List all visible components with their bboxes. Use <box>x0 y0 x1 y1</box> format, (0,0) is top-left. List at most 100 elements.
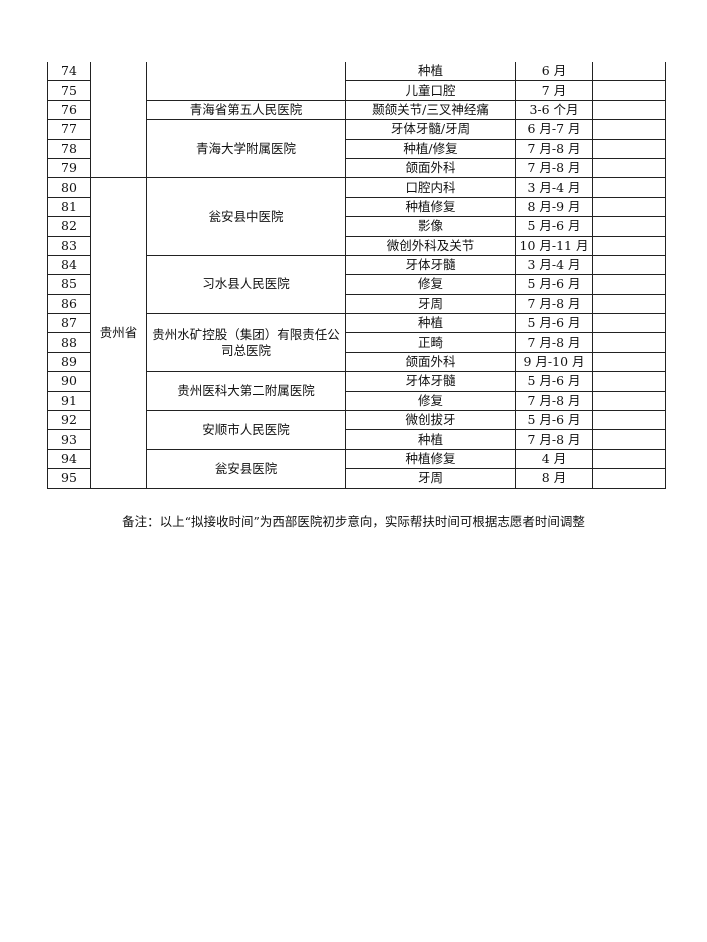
table-row: 89 颌面外科 9 月-10 月 <box>47 351 666 373</box>
time-cell: 7 月-8 月 <box>515 293 593 315</box>
time-cell: 4 月 <box>515 448 593 470</box>
empty-cell <box>592 196 666 218</box>
empty-cell <box>592 62 666 82</box>
empty-cell <box>592 254 666 276</box>
table-row: 81 种植修复 8 月-9 月 <box>47 196 666 218</box>
department-cell: 影像 <box>345 216 516 237</box>
footnote: 备注：以上“拟接收时间”为西部医院初步意向，实际帮扶时间可根据志愿者时间调整 <box>122 514 585 529</box>
empty-cell <box>592 332 666 353</box>
table-row: 94 瓮安县医院 种植修复 4 月 <box>47 448 666 489</box>
time-cell: 5 月-6 月 <box>515 313 593 334</box>
time-cell: 7 月-8 月 <box>515 157 593 179</box>
empty-cell <box>592 138 666 159</box>
table-row: 88 正畸 7 月-8 月 <box>47 332 666 353</box>
hospital-cell: 青海大学附属医院 <box>146 119 346 179</box>
department-cell: 种植 <box>345 429 516 450</box>
table-row: 78 种植/修复 7 月-8 月 <box>47 138 666 159</box>
row-number: 90 <box>47 371 91 392</box>
table-row: 95 牙周 8 月 <box>47 468 666 489</box>
time-cell: 7 月-8 月 <box>515 138 593 159</box>
empty-cell <box>592 429 666 450</box>
table-row: 92 安顺市人民医院 微创拔牙 5 月-6 月 <box>47 410 666 450</box>
table-row: 90 贵州医科大第二附属医院 牙体牙髓 5 月-6 月 <box>47 371 666 412</box>
time-cell: 9 月-10 月 <box>515 351 593 373</box>
time-cell: 7 月-8 月 <box>515 390 593 412</box>
time-cell: 3 月-4 月 <box>515 177 593 198</box>
row-number: 84 <box>47 254 91 276</box>
time-cell: 5 月-6 月 <box>515 371 593 392</box>
empty-cell <box>592 119 666 140</box>
row-number: 82 <box>47 216 91 237</box>
empty-cell <box>592 390 666 412</box>
empty-cell <box>592 235 666 256</box>
department-cell: 颌面外科 <box>345 351 516 373</box>
time-cell: 7 月-8 月 <box>515 429 593 450</box>
row-number: 74 <box>47 62 91 82</box>
department-cell: 修复 <box>345 274 516 295</box>
department-cell: 微创外科及关节 <box>345 235 516 256</box>
department-cell: 牙体牙髓 <box>345 254 516 276</box>
row-number: 80 <box>47 177 91 198</box>
empty-cell <box>592 274 666 295</box>
department-cell: 种植修复 <box>345 196 516 218</box>
empty-cell <box>592 80 666 101</box>
table-row: 79 颌面外科 7 月-8 月 <box>47 157 666 179</box>
row-number: 89 <box>47 351 91 373</box>
department-cell: 牙周 <box>345 293 516 315</box>
province-cell: 贵州省 <box>90 177 147 489</box>
row-number: 78 <box>47 138 91 159</box>
row-number: 87 <box>47 313 91 334</box>
row-number: 81 <box>47 196 91 218</box>
row-number: 77 <box>47 119 91 140</box>
row-number: 92 <box>47 410 91 431</box>
department-cell: 种植/修复 <box>345 138 516 159</box>
time-cell: 5 月-6 月 <box>515 216 593 237</box>
hospital-cell: 青海省第五人民医院 <box>146 99 346 121</box>
time-cell: 5 月-6 月 <box>515 410 593 431</box>
department-cell: 颞颌关节/三叉神经痛 <box>345 99 516 121</box>
empty-cell <box>592 410 666 431</box>
province-cell <box>90 62 147 179</box>
table-row: 82 影像 5 月-6 月 <box>47 216 666 237</box>
table-row: 91 修复 7 月-8 月 <box>47 390 666 412</box>
department-cell: 儿童口腔 <box>345 80 516 101</box>
department-cell: 颌面外科 <box>345 157 516 179</box>
empty-cell <box>592 177 666 198</box>
hospital-cell <box>146 62 346 101</box>
time-cell: 5 月-6 月 <box>515 274 593 295</box>
department-cell: 牙周 <box>345 468 516 489</box>
row-number: 95 <box>47 468 91 489</box>
department-cell: 牙体牙髓/牙周 <box>345 119 516 140</box>
row-number: 79 <box>47 157 91 179</box>
empty-cell <box>592 371 666 392</box>
department-cell: 口腔内科 <box>345 177 516 198</box>
empty-cell <box>592 313 666 334</box>
department-cell: 微创拔牙 <box>345 410 516 431</box>
department-cell: 种植修复 <box>345 448 516 470</box>
department-cell: 种植 <box>345 313 516 334</box>
time-cell: 8 月-9 月 <box>515 196 593 218</box>
time-cell: 8 月 <box>515 468 593 489</box>
empty-cell <box>592 293 666 315</box>
hospital-cell: 习水县人民医院 <box>146 254 346 315</box>
time-cell: 3 月-4 月 <box>515 254 593 276</box>
hospital-cell: 安顺市人民医院 <box>146 410 346 450</box>
row-number: 94 <box>47 448 91 470</box>
row-number: 91 <box>47 390 91 412</box>
department-cell: 种植 <box>345 62 516 82</box>
empty-cell <box>592 157 666 179</box>
empty-cell <box>592 351 666 373</box>
hospital-cell: 贵州水矿控股（集团）有限责任公司总医院 <box>146 313 346 373</box>
department-cell: 牙体牙髓 <box>345 371 516 392</box>
department-cell: 修复 <box>345 390 516 412</box>
empty-cell <box>592 448 666 470</box>
time-cell: 10 月-11 月 <box>515 235 593 256</box>
hospital-table: 74 种植 6 月 75 儿童口腔 7 月 76 青海省第五人民医院 颞颌关节/三叉神经痛 3-6… <box>47 62 666 489</box>
time-cell: 7 月 <box>515 80 593 101</box>
table-row: 80 贵州省 瓮安县中医院 口腔内科 3 月-4 月 <box>47 177 666 489</box>
empty-cell <box>592 468 666 489</box>
row-number: 86 <box>47 293 91 315</box>
table-row: 76 青海省第五人民医院 颞颌关节/三叉神经痛 3-6 个月 <box>47 99 666 121</box>
time-cell: 3-6 个月 <box>515 99 593 121</box>
table-row: 77 青海大学附属医院 牙体牙髓/牙周 6 月-7 月 <box>47 119 666 179</box>
